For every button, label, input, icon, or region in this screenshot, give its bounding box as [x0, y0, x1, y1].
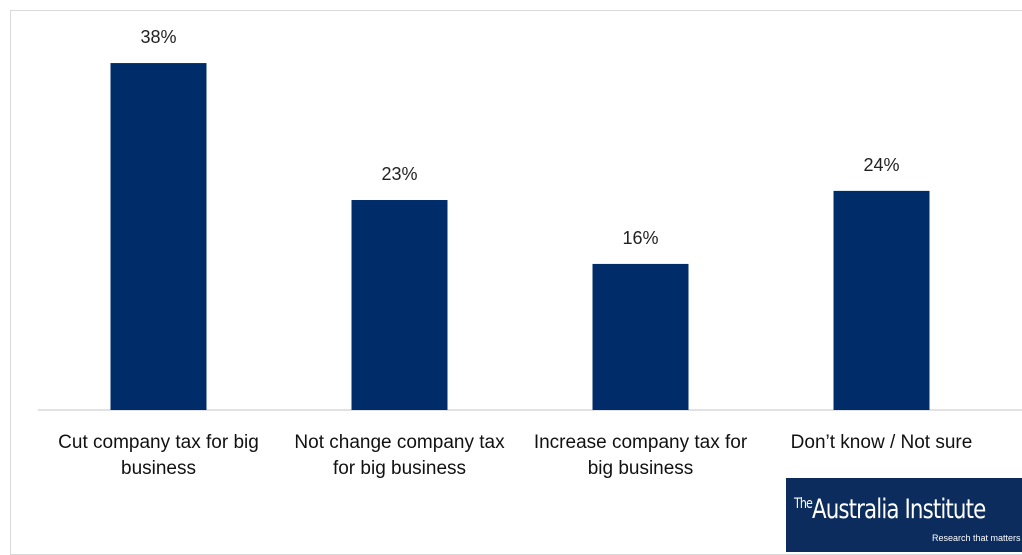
x-tick-label: Increase company tax for big business — [533, 432, 748, 479]
logo-text: Australia Institute — [811, 494, 986, 525]
value-label: 23% — [381, 164, 417, 184]
bar — [833, 190, 930, 410]
value-label: 24% — [863, 155, 899, 175]
logo-tagline: Research that matters — [932, 533, 1021, 543]
x-tick-label: Cut company tax for big business — [58, 432, 259, 479]
bar — [110, 63, 207, 411]
x-tick-label: Not change company tax for big business — [294, 432, 505, 479]
value-label: 16% — [622, 228, 658, 248]
logo-name: TheAustralia Institute — [794, 494, 986, 525]
logo: TheAustralia Institute Research that mat… — [786, 478, 1022, 552]
value-label: 38% — [140, 27, 176, 47]
bar — [351, 200, 448, 410]
x-tick-label: Don’t know / Not sure — [790, 432, 973, 453]
logo-prefix: The — [794, 496, 813, 512]
bar — [592, 263, 689, 410]
